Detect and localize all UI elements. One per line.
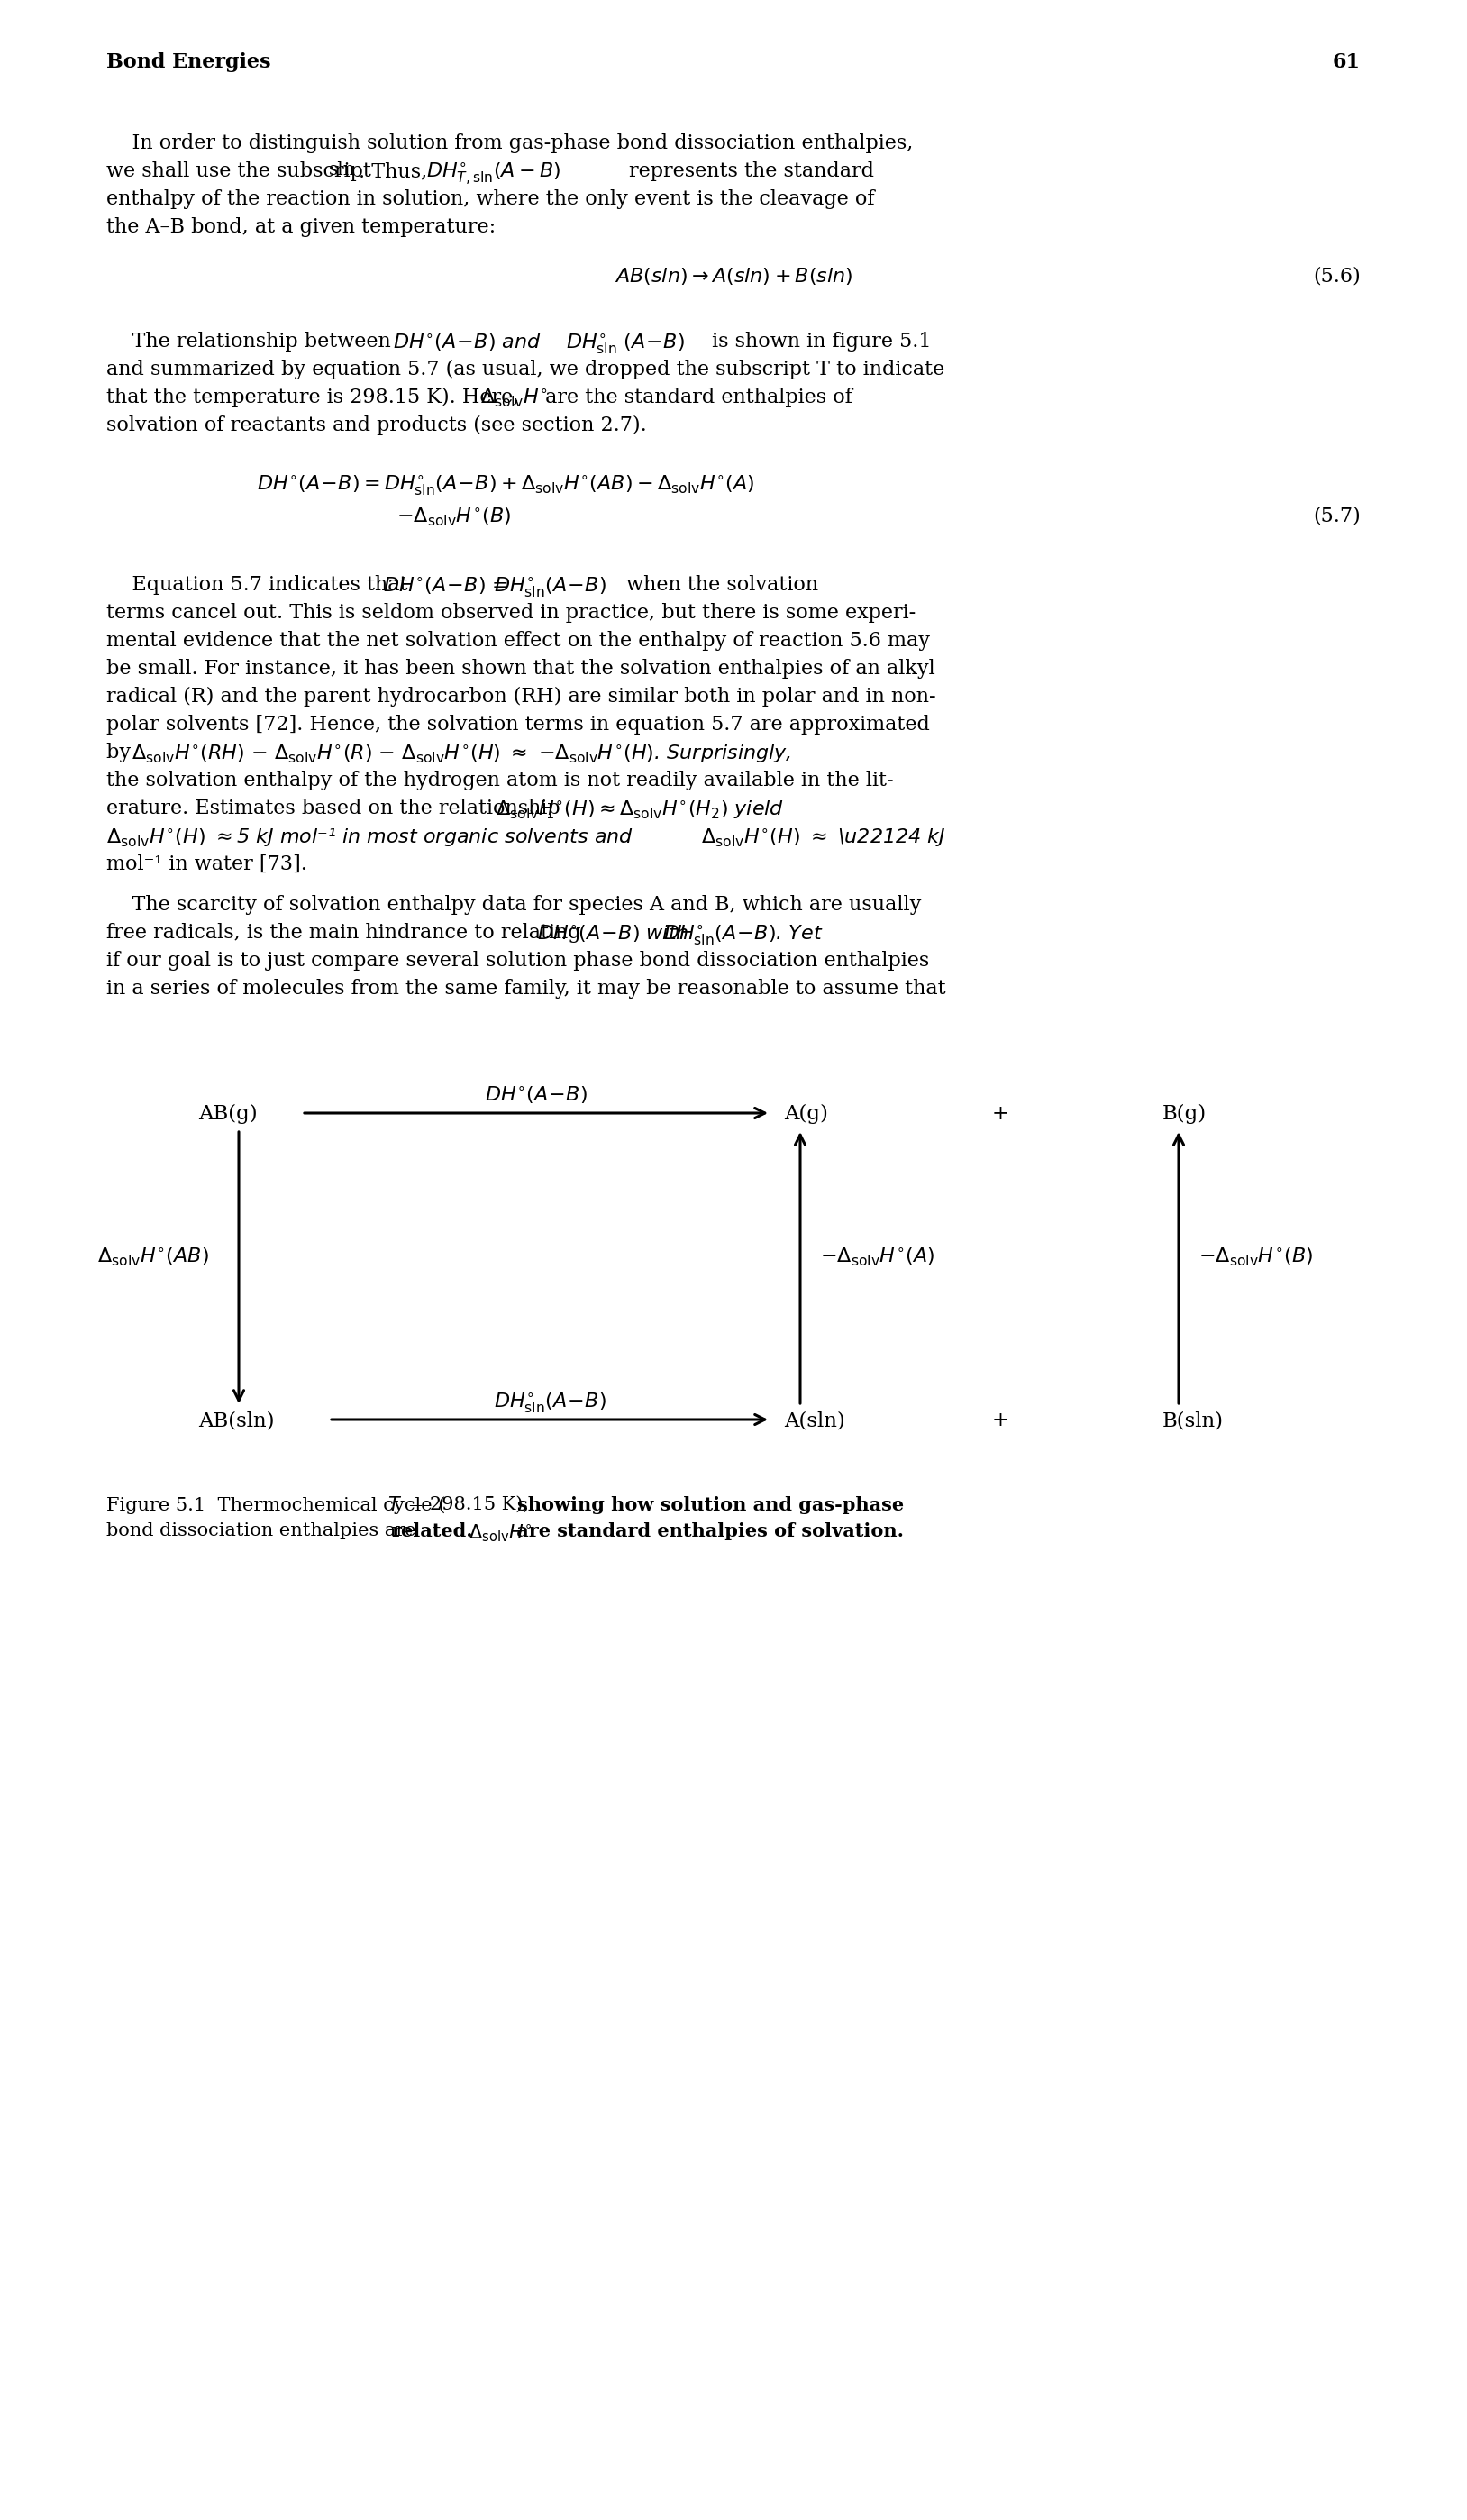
Text: radical (R) and the parent hydrocarbon (RH) are similar both in polar and in non: radical (R) and the parent hydrocarbon (…	[106, 688, 936, 706]
Text: Bond Energies: Bond Energies	[106, 53, 271, 73]
Text: $DH^{\circ}\mathit{(A\!-\!B)}$ with: $DH^{\circ}\mathit{(A\!-\!B)}$ with	[537, 922, 689, 945]
Text: $DH^{\circ}_{\mathsf{sln}}$ $\mathit{(A\!-\!B)}$: $DH^{\circ}_{\mathsf{sln}}$ $\mathit{(A\…	[566, 333, 685, 355]
Text: we shall use the subscript: we shall use the subscript	[106, 161, 377, 181]
Text: B(sln): B(sln)	[1162, 1411, 1223, 1431]
Text: AB(sln): AB(sln)	[198, 1411, 274, 1431]
Text: the solvation enthalpy of the hydrogen atom is not readily available in the lit-: the solvation enthalpy of the hydrogen a…	[106, 771, 893, 791]
Text: free radicals, is the main hindrance to relating: free radicals, is the main hindrance to …	[106, 922, 587, 942]
Text: A(g): A(g)	[783, 1104, 827, 1124]
Text: be small. For instance, it has been shown that the solvation enthalpies of an al: be small. For instance, it has been show…	[106, 658, 934, 678]
Text: $DH^{\circ}\mathit{(A\!-\!B)}$ =: $DH^{\circ}\mathit{(A\!-\!B)}$ =	[383, 575, 511, 597]
Text: enthalpy of the reaction in solution, where the only event is the cleavage of: enthalpy of the reaction in solution, wh…	[106, 189, 874, 209]
Text: +: +	[992, 1104, 1009, 1124]
Text: $\Delta_{\mathsf{solv}}H^{\circ}$: $\Delta_{\mathsf{solv}}H^{\circ}$	[480, 388, 547, 408]
Text: when the solvation: when the solvation	[621, 575, 819, 595]
Text: and summarized by equation 5.7 (as usual, we dropped the subscript T to indicate: and summarized by equation 5.7 (as usual…	[106, 360, 945, 381]
Text: AB(g): AB(g)	[198, 1104, 257, 1124]
Text: $\Delta_{\mathsf{solv}}H^{\circ}$$(H)$ $\approx$5 kJ mol⁻¹ in most organic solve: $\Delta_{\mathsf{solv}}H^{\circ}$$(H)$ $…	[106, 827, 634, 849]
Text: In order to distinguish solution from gas-phase bond dissociation enthalpies,: In order to distinguish solution from ga…	[106, 134, 912, 154]
Text: $T$: $T$	[387, 1497, 402, 1515]
Text: $DH^{\circ}_{\mathsf{sln}}\mathit{(A\!-\!B)}$. Yet: $DH^{\circ}_{\mathsf{sln}}\mathit{(A\!-\…	[663, 922, 823, 948]
Text: are the standard enthalpies of: are the standard enthalpies of	[538, 388, 852, 408]
Text: that the temperature is 298.15 K). Here,: that the temperature is 298.15 K). Here,	[106, 388, 525, 408]
Text: erature. Estimates based on the relationship: erature. Estimates based on the relation…	[106, 799, 566, 819]
Text: are standard enthalpies of solvation.: are standard enthalpies of solvation.	[511, 1522, 904, 1540]
Text: represents the standard: represents the standard	[629, 161, 874, 181]
Text: by: by	[106, 743, 138, 764]
Text: The relationship between: The relationship between	[106, 333, 398, 350]
Text: the A–B bond, at a given temperature:: the A–B bond, at a given temperature:	[106, 217, 496, 237]
Text: $DH^{\circ}\mathit{(A\!-\!B)}$ and: $DH^{\circ}\mathit{(A\!-\!B)}$ and	[393, 333, 541, 353]
Text: sln: sln	[329, 161, 355, 179]
Text: B(g): B(g)	[1162, 1104, 1207, 1124]
Text: if our goal is to just compare several solution phase bond dissociation enthalpi: if our goal is to just compare several s…	[106, 950, 929, 970]
Text: $-\Delta_{\mathsf{solv}}H^{\circ}\mathit{(A)}$: $-\Delta_{\mathsf{solv}}H^{\circ}\mathit…	[820, 1247, 934, 1268]
Text: $-\Delta_{\mathsf{solv}}H^{\circ}\mathit{(B)}$: $-\Delta_{\mathsf{solv}}H^{\circ}\mathit…	[1199, 1247, 1313, 1268]
Text: (5.6): (5.6)	[1313, 267, 1361, 285]
Text: $DH^{\circ}\mathit{(A\!-\!B)} = DH^{\circ}_{\mathsf{sln}}\mathit{(A\!-\!B)}+ \De: $DH^{\circ}\mathit{(A\!-\!B)} = DH^{\cir…	[257, 474, 754, 496]
Text: polar solvents [72]. Hence, the solvation terms in equation 5.7 are approximated: polar solvents [72]. Hence, the solvatio…	[106, 716, 930, 733]
Text: mol⁻¹ in water [73].: mol⁻¹ in water [73].	[106, 854, 307, 874]
Text: in a series of molecules from the same family, it may be reasonable to assume th: in a series of molecules from the same f…	[106, 978, 946, 998]
Text: related.: related.	[392, 1522, 472, 1540]
Text: $\Delta_{\mathsf{solv}}H^{\circ}$$(RH)$ $-$ $\Delta_{\mathsf{solv}}H^{\circ}$$(R: $\Delta_{\mathsf{solv}}H^{\circ}$$(RH)$ …	[132, 743, 791, 766]
Text: $\Delta_{\mathsf{solv}}H^{\circ}(H) \approx \Delta_{\mathsf{solv}}H^{\circ}(H_2): $\Delta_{\mathsf{solv}}H^{\circ}(H) \app…	[496, 799, 785, 822]
Text: $DH^{\circ}_{\mathsf{sln}}\mathit{(A\!-\!B)}$: $DH^{\circ}_{\mathsf{sln}}\mathit{(A\!-\…	[494, 575, 606, 600]
Text: $\Delta_{\mathsf{solv}}H^{\circ}$$(H)$ $\approx$ \u22124 kJ: $\Delta_{\mathsf{solv}}H^{\circ}$$(H)$ $…	[701, 827, 946, 849]
Text: solvation of reactants and products (see section 2.7).: solvation of reactants and products (see…	[106, 416, 647, 436]
Text: $\mathit{AB(sln)} \rightarrow \mathit{A(sln) + B(sln)}$: $\mathit{AB(sln)} \rightarrow \mathit{A(…	[615, 267, 852, 287]
Text: $DH^{\circ}_{T,\mathsf{sln}}$$\mathit{(A-B)}$: $DH^{\circ}_{T,\mathsf{sln}}$$\mathit{(A…	[427, 161, 560, 186]
Text: is shown in figure 5.1: is shown in figure 5.1	[706, 333, 932, 350]
Text: = 298.15 K),: = 298.15 K),	[402, 1497, 535, 1515]
Text: mental evidence that the net solvation effect on the enthalpy of reaction 5.6 ma: mental evidence that the net solvation e…	[106, 630, 930, 650]
Text: $DH^{\circ}\mathit{(A\!-\!B)}$: $DH^{\circ}\mathit{(A\!-\!B)}$	[486, 1084, 587, 1106]
Text: A(sln): A(sln)	[783, 1411, 845, 1431]
Text: $\Delta_{\mathsf{solv}}H^{\circ}\mathit{(AB)}$: $\Delta_{\mathsf{solv}}H^{\circ}\mathit{…	[97, 1247, 208, 1268]
Text: Equation 5.7 indicates that: Equation 5.7 indicates that	[106, 575, 414, 595]
Text: Figure 5.1  Thermochemical cycle (: Figure 5.1 Thermochemical cycle (	[106, 1497, 446, 1515]
Text: $DH^{\circ}_{\mathsf{sln}}\mathit{(A\!-\!B)}$: $DH^{\circ}_{\mathsf{sln}}\mathit{(A\!-\…	[493, 1391, 606, 1414]
Text: . Thus,: . Thus,	[358, 161, 427, 181]
Text: The scarcity of solvation enthalpy data for species A and B, which are usually: The scarcity of solvation enthalpy data …	[106, 895, 921, 915]
Text: +: +	[992, 1411, 1009, 1431]
Text: (5.7): (5.7)	[1313, 507, 1361, 527]
Text: terms cancel out. This is seldom observed in practice, but there is some experi-: terms cancel out. This is seldom observe…	[106, 602, 915, 622]
Text: $\Delta_{\mathsf{solv}}H^{\circ}$: $\Delta_{\mathsf{solv}}H^{\circ}$	[462, 1522, 533, 1545]
Text: bond dissociation enthalpies are: bond dissociation enthalpies are	[106, 1522, 422, 1540]
Text: $- \Delta_{\mathsf{solv}}H^{\circ}\mathit{(B)}$: $- \Delta_{\mathsf{solv}}H^{\circ}\mathi…	[396, 507, 511, 529]
Text: showing how solution and gas-phase: showing how solution and gas-phase	[518, 1497, 904, 1515]
Text: 61: 61	[1332, 53, 1361, 73]
